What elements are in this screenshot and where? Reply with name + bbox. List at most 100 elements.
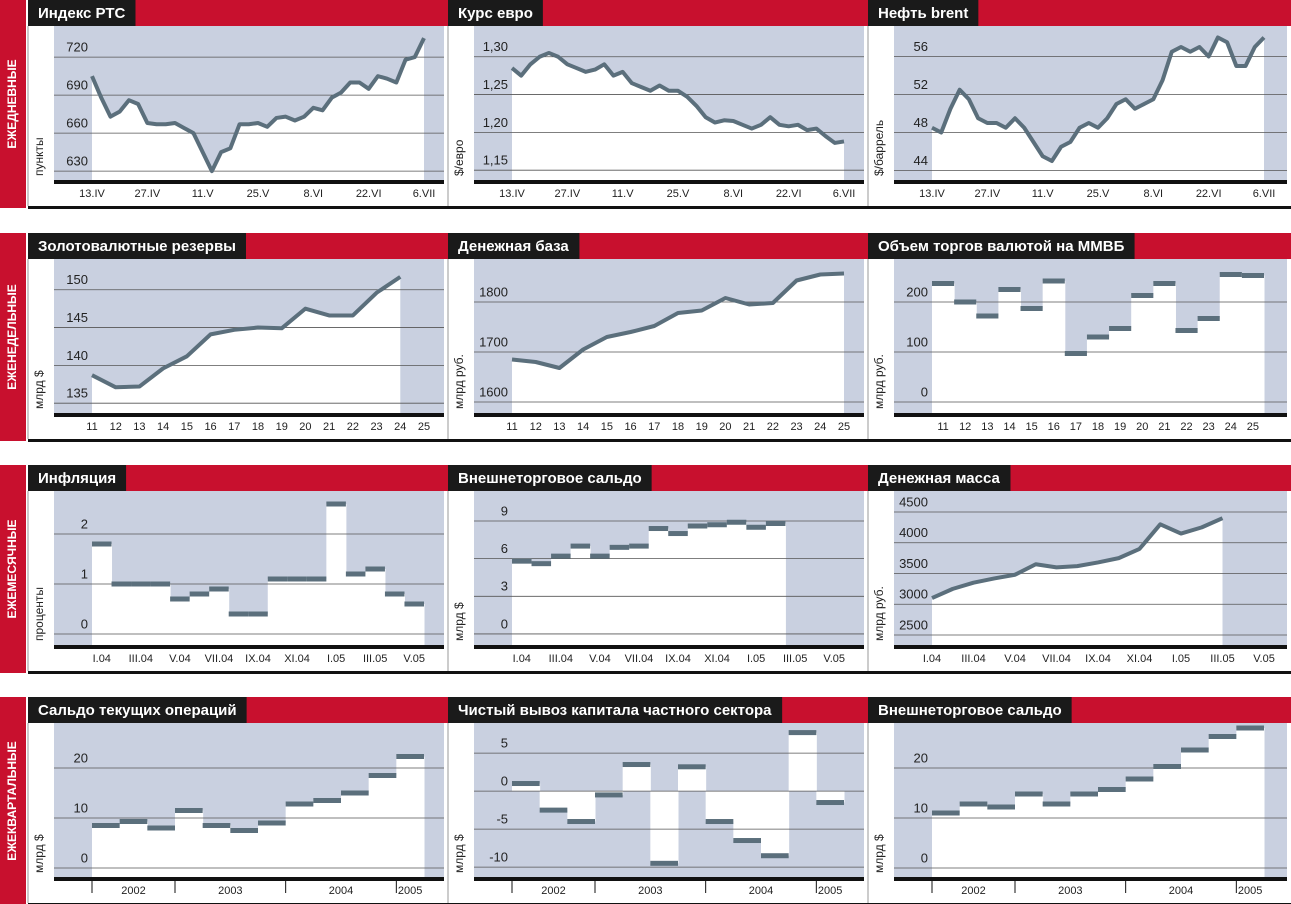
bar-fill <box>650 791 679 864</box>
bar-fill <box>345 574 366 645</box>
title-tab <box>868 697 1072 723</box>
x-tick-label: VII.04 <box>205 653 234 665</box>
y-tick-label: 1800 <box>479 284 508 299</box>
x-tick-label: V.04 <box>589 653 611 665</box>
y-tick-label: 1,25 <box>483 77 508 92</box>
y-axis-label: $/евро <box>452 139 466 176</box>
x-tick-label: V.05 <box>1253 653 1275 665</box>
y-tick-label: 6 <box>501 541 508 556</box>
bar-level <box>512 781 540 787</box>
bar-level <box>306 576 327 582</box>
x-tick-label: 15 <box>601 421 613 433</box>
bar-level <box>131 581 151 587</box>
bar-level <box>228 611 249 617</box>
bar-fill <box>629 546 650 645</box>
x-tick-label: V.04 <box>169 653 191 665</box>
y-axis-label: млрд руб. <box>872 586 886 641</box>
bar-fill <box>622 764 651 792</box>
y-tick-label: 0 <box>81 850 88 865</box>
bar-level <box>365 566 385 572</box>
title-tab <box>448 0 543 26</box>
x-tick-label: 11 <box>506 421 517 433</box>
bar-level <box>230 828 258 833</box>
y-tick-label: 200 <box>906 284 928 299</box>
bar-fill <box>150 584 171 645</box>
x-tick-label: 18 <box>1092 421 1104 433</box>
bar-fill <box>998 289 1022 413</box>
x-tick-label: 23 <box>1203 421 1215 433</box>
bar-level <box>998 287 1021 292</box>
y-tick-label: 56 <box>914 39 928 54</box>
x-tick-label: III.05 <box>363 653 387 665</box>
y-tick-label: 1 <box>81 566 88 581</box>
bar-level <box>147 825 175 831</box>
x-tick-label: III.04 <box>961 653 985 665</box>
bar-fill <box>1153 283 1176 413</box>
title-tab <box>448 465 652 491</box>
x-tick-label: 11.V <box>1032 188 1054 200</box>
bar-fill <box>368 775 397 877</box>
y-axis-label: млрд $ <box>452 834 466 873</box>
bar-level <box>345 571 366 577</box>
x-tick-label: 6.VII <box>833 188 856 200</box>
x-tick-label: 19 <box>696 421 708 433</box>
x-tick-label: 20 <box>1136 421 1148 433</box>
row-strip <box>0 697 26 904</box>
chart-title: Инфляция <box>38 470 116 487</box>
y-tick-label: 48 <box>914 115 928 130</box>
x-tick-label: III.04 <box>129 653 153 665</box>
bar-fill <box>170 599 191 645</box>
row-label: ЕЖЕМЕСЯЧНЫЕ <box>5 520 19 619</box>
bar-fill <box>1125 779 1154 877</box>
bar-fill <box>539 791 568 811</box>
x-tick-label: 2004 <box>1169 885 1193 897</box>
x-tick-label: 14 <box>157 421 169 433</box>
title-tab <box>868 233 1135 259</box>
x-axis <box>894 877 1287 881</box>
x-tick-label: 24 <box>814 421 826 433</box>
x-tick-label: 11.V <box>612 188 634 200</box>
y-tick-label: 1700 <box>479 334 508 349</box>
bar-level <box>313 798 341 803</box>
x-tick-label: 21 <box>1158 421 1170 433</box>
x-tick-label: 25 <box>1247 421 1259 433</box>
bar-fill <box>131 584 152 645</box>
bar-fill <box>1064 353 1088 413</box>
title-tab <box>28 0 136 26</box>
bar-fill <box>287 579 308 645</box>
x-tick-label: 16 <box>624 421 636 433</box>
title-tab <box>448 697 783 723</box>
bar-level <box>175 808 203 813</box>
y-tick-label: 20 <box>914 750 928 765</box>
bar-level <box>648 526 669 532</box>
bar-fill <box>202 825 231 877</box>
title-tab <box>868 465 1011 491</box>
line <box>510 50 845 145</box>
bar-level <box>285 801 314 807</box>
bar-fill <box>1236 728 1265 877</box>
x-tick-label: 27.IV <box>134 188 160 200</box>
bar-fill <box>209 589 230 645</box>
bar-level <box>705 819 734 825</box>
line <box>511 271 845 370</box>
bar-fill <box>512 783 541 792</box>
y-tick-label: -10 <box>489 850 508 865</box>
y-axis-label: млрд руб. <box>452 354 466 409</box>
x-tick-label: 2003 <box>1058 885 1082 897</box>
y-axis-label: млрд руб. <box>872 354 886 409</box>
y-tick-label: 5 <box>501 736 508 751</box>
bar-level <box>678 764 706 770</box>
row-bottom <box>28 671 1291 674</box>
bar-level <box>119 819 148 824</box>
bar-level <box>622 762 651 768</box>
bar-level <box>687 523 708 529</box>
line <box>90 37 426 174</box>
bar-level <box>150 581 171 587</box>
bar-level <box>976 313 999 319</box>
bar-level <box>788 730 817 736</box>
row-strip <box>0 465 26 673</box>
bar-fill <box>1070 794 1099 877</box>
bar-fill <box>119 821 148 877</box>
bar-level <box>368 773 397 778</box>
title-tab <box>28 233 246 259</box>
